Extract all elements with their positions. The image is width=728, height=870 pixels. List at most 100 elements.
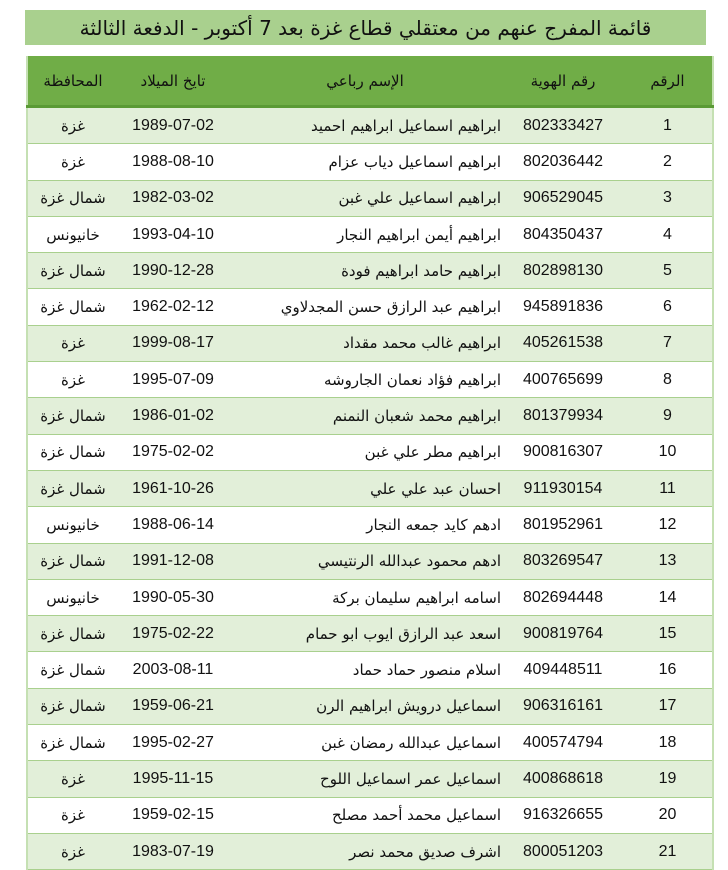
row-number: 11 xyxy=(623,470,713,508)
birth-date: 2003-08-11 xyxy=(118,651,228,689)
id-number: 400868618 xyxy=(503,760,623,798)
birth-date: 1975-02-02 xyxy=(118,434,228,471)
row-number: 2 xyxy=(623,143,713,181)
table-row: 19 400868618 اسماعيل عمر اسماعيل اللوح 1995… xyxy=(27,760,713,798)
birth-date: 1988-08-10 xyxy=(118,143,228,181)
governorate: غزة xyxy=(27,797,118,834)
row-number: 5 xyxy=(623,252,713,290)
table-row: 8 400765699 ابراهيم فؤاد نعمان الجاروشه 199… xyxy=(27,361,713,399)
full-name: ابراهيم غالب محمد مقداد xyxy=(228,325,503,363)
full-name: اسماعيل عبدالله رمضان غبن xyxy=(228,724,503,762)
column-header-dob: تايخ الميلاد xyxy=(118,56,228,108)
table-row: 17 906316161 اسماعيل درويش ابراهيم الرن 195… xyxy=(27,688,713,726)
governorate: غزة xyxy=(27,833,118,870)
governorate: شمال غزة xyxy=(27,651,118,689)
id-number: 900819764 xyxy=(503,615,623,653)
birth-date: 1989-07-02 xyxy=(118,106,228,145)
birth-date: 1995-11-15 xyxy=(118,760,228,798)
row-number: 3 xyxy=(623,180,713,217)
full-name: اسماعيل درويش ابراهيم الرن xyxy=(228,688,503,726)
id-number: 911930154 xyxy=(503,470,623,508)
table-row: 3 906529045 ابراهيم اسماعيل علي غبن 1982-03… xyxy=(27,180,713,217)
governorate: غزة xyxy=(27,143,118,181)
id-number: 900816307 xyxy=(503,434,623,471)
table-row: 18 400574794 اسماعيل عبدالله رمضان غبن 1995… xyxy=(27,724,713,762)
full-name: ابراهيم عبد الرازق حسن المجدلاوي xyxy=(228,288,503,326)
id-number: 804350437 xyxy=(503,216,623,254)
table-row: 4 804350437 ابراهيم أيمن ابراهيم النجار 199… xyxy=(27,216,713,254)
full-name: اشرف صديق محمد نصر xyxy=(228,833,503,870)
table-row: 14 802694448 اسامه ابراهيم سليمان بركة 1990… xyxy=(27,579,713,617)
id-number: 906316161 xyxy=(503,688,623,726)
row-number: 21 xyxy=(623,833,713,870)
table-row: 6 945891836 ابراهيم عبد الرازق حسن المجدلا… xyxy=(27,288,713,326)
table-row: 13 803269547 ادهم محمود عبدالله الرنتيسي 19… xyxy=(27,543,713,580)
row-number: 20 xyxy=(623,797,713,834)
document-title: قائمة المفرج عنهم من معتقلي قطاع غزة بعد… xyxy=(25,10,706,45)
full-name: اسلام منصور حماد حماد xyxy=(228,651,503,689)
row-number: 7 xyxy=(623,325,713,363)
birth-date: 1995-02-27 xyxy=(118,724,228,762)
birth-date: 1959-02-15 xyxy=(118,797,228,834)
row-number: 8 xyxy=(623,361,713,399)
birth-date: 1990-05-30 xyxy=(118,579,228,617)
row-number: 16 xyxy=(623,651,713,689)
birth-date: 1975-02-22 xyxy=(118,615,228,653)
birth-date: 1982-03-02 xyxy=(118,180,228,217)
table-row: 9 801379934 ابراهيم محمد شعبان النمنم 1986-… xyxy=(27,397,713,435)
id-number: 801952961 xyxy=(503,506,623,544)
id-number: 802036442 xyxy=(503,143,623,181)
table-row: 20 916326655 اسماعيل محمد أحمد مصلح 1959-02… xyxy=(27,797,713,834)
id-number: 400765699 xyxy=(503,361,623,399)
column-header-name: الإسم رباعي xyxy=(228,56,503,108)
full-name: اسماعيل محمد أحمد مصلح xyxy=(228,797,503,834)
table-row: 10 900816307 ابراهيم مطر علي غبن 1975-02-02… xyxy=(27,434,713,471)
full-name: اسماعيل عمر اسماعيل اللوح xyxy=(228,760,503,798)
full-name: ابراهيم اسماعيل علي غبن xyxy=(228,180,503,217)
row-number: 10 xyxy=(623,434,713,471)
birth-date: 1986-01-02 xyxy=(118,397,228,435)
birth-date: 1959-06-21 xyxy=(118,688,228,726)
id-number: 400574794 xyxy=(503,724,623,762)
id-number: 409448511 xyxy=(503,651,623,689)
column-header-governorate: المحافظة xyxy=(27,56,118,108)
full-name: اسامه ابراهيم سليمان بركة xyxy=(228,579,503,617)
detainees-table: الرقم رقم الهوية الإسم رباعي تايخ الميلا… xyxy=(26,56,714,870)
full-name: ابراهيم محمد شعبان النمنم xyxy=(228,397,503,435)
governorate: شمال غزة xyxy=(27,470,118,508)
table-row: 21 800051203 اشرف صديق محمد نصر 1983-07-19 غ… xyxy=(27,833,713,870)
id-number: 906529045 xyxy=(503,180,623,217)
row-number: 6 xyxy=(623,288,713,326)
row-number: 4 xyxy=(623,216,713,254)
row-number: 17 xyxy=(623,688,713,726)
birth-date: 1988-06-14 xyxy=(118,506,228,544)
birth-date: 1991-12-08 xyxy=(118,543,228,580)
row-number: 18 xyxy=(623,724,713,762)
governorate: شمال غزة xyxy=(27,543,118,580)
table-row: 16 409448511 اسلام منصور حماد حماد 2003-08-… xyxy=(27,651,713,689)
table-row: 5 802898130 ابراهيم حامد ابراهيم فودة 1990-… xyxy=(27,252,713,290)
birth-date: 1962-02-12 xyxy=(118,288,228,326)
birth-date: 1961-10-26 xyxy=(118,470,228,508)
table-header-row: الرقم رقم الهوية الإسم رباعي تايخ الميلا… xyxy=(27,56,713,108)
full-name: ابراهيم فؤاد نعمان الجاروشه xyxy=(228,361,503,399)
table-row: 7 405261538 ابراهيم غالب محمد مقداد 1999-08… xyxy=(27,325,713,363)
row-number: 12 xyxy=(623,506,713,544)
governorate: شمال غزة xyxy=(27,615,118,653)
birth-date: 1999-08-17 xyxy=(118,325,228,363)
row-number: 9 xyxy=(623,397,713,435)
birth-date: 1990-12-28 xyxy=(118,252,228,290)
governorate: غزة xyxy=(27,325,118,363)
row-number: 13 xyxy=(623,543,713,580)
full-name: ادهم محمود عبدالله الرنتيسي xyxy=(228,543,503,580)
row-number: 1 xyxy=(623,106,713,145)
row-number: 15 xyxy=(623,615,713,653)
id-number: 803269547 xyxy=(503,543,623,580)
table-row: 15 900819764 اسعد عبد الرازق ايوب ابو حمام… xyxy=(27,615,713,653)
governorate: خانيونس xyxy=(27,216,118,254)
full-name: احسان عبد علي علي xyxy=(228,470,503,508)
table-row: 1 802333427 ابراهيم اسماعيل ابراهيم احميد 1… xyxy=(27,106,713,145)
table-row: 12 801952961 ادهم كايد جمعه النجار 1988-06-… xyxy=(27,506,713,544)
full-name: ابراهيم اسماعيل دياب عزام xyxy=(228,143,503,181)
governorate: شمال غزة xyxy=(27,724,118,762)
